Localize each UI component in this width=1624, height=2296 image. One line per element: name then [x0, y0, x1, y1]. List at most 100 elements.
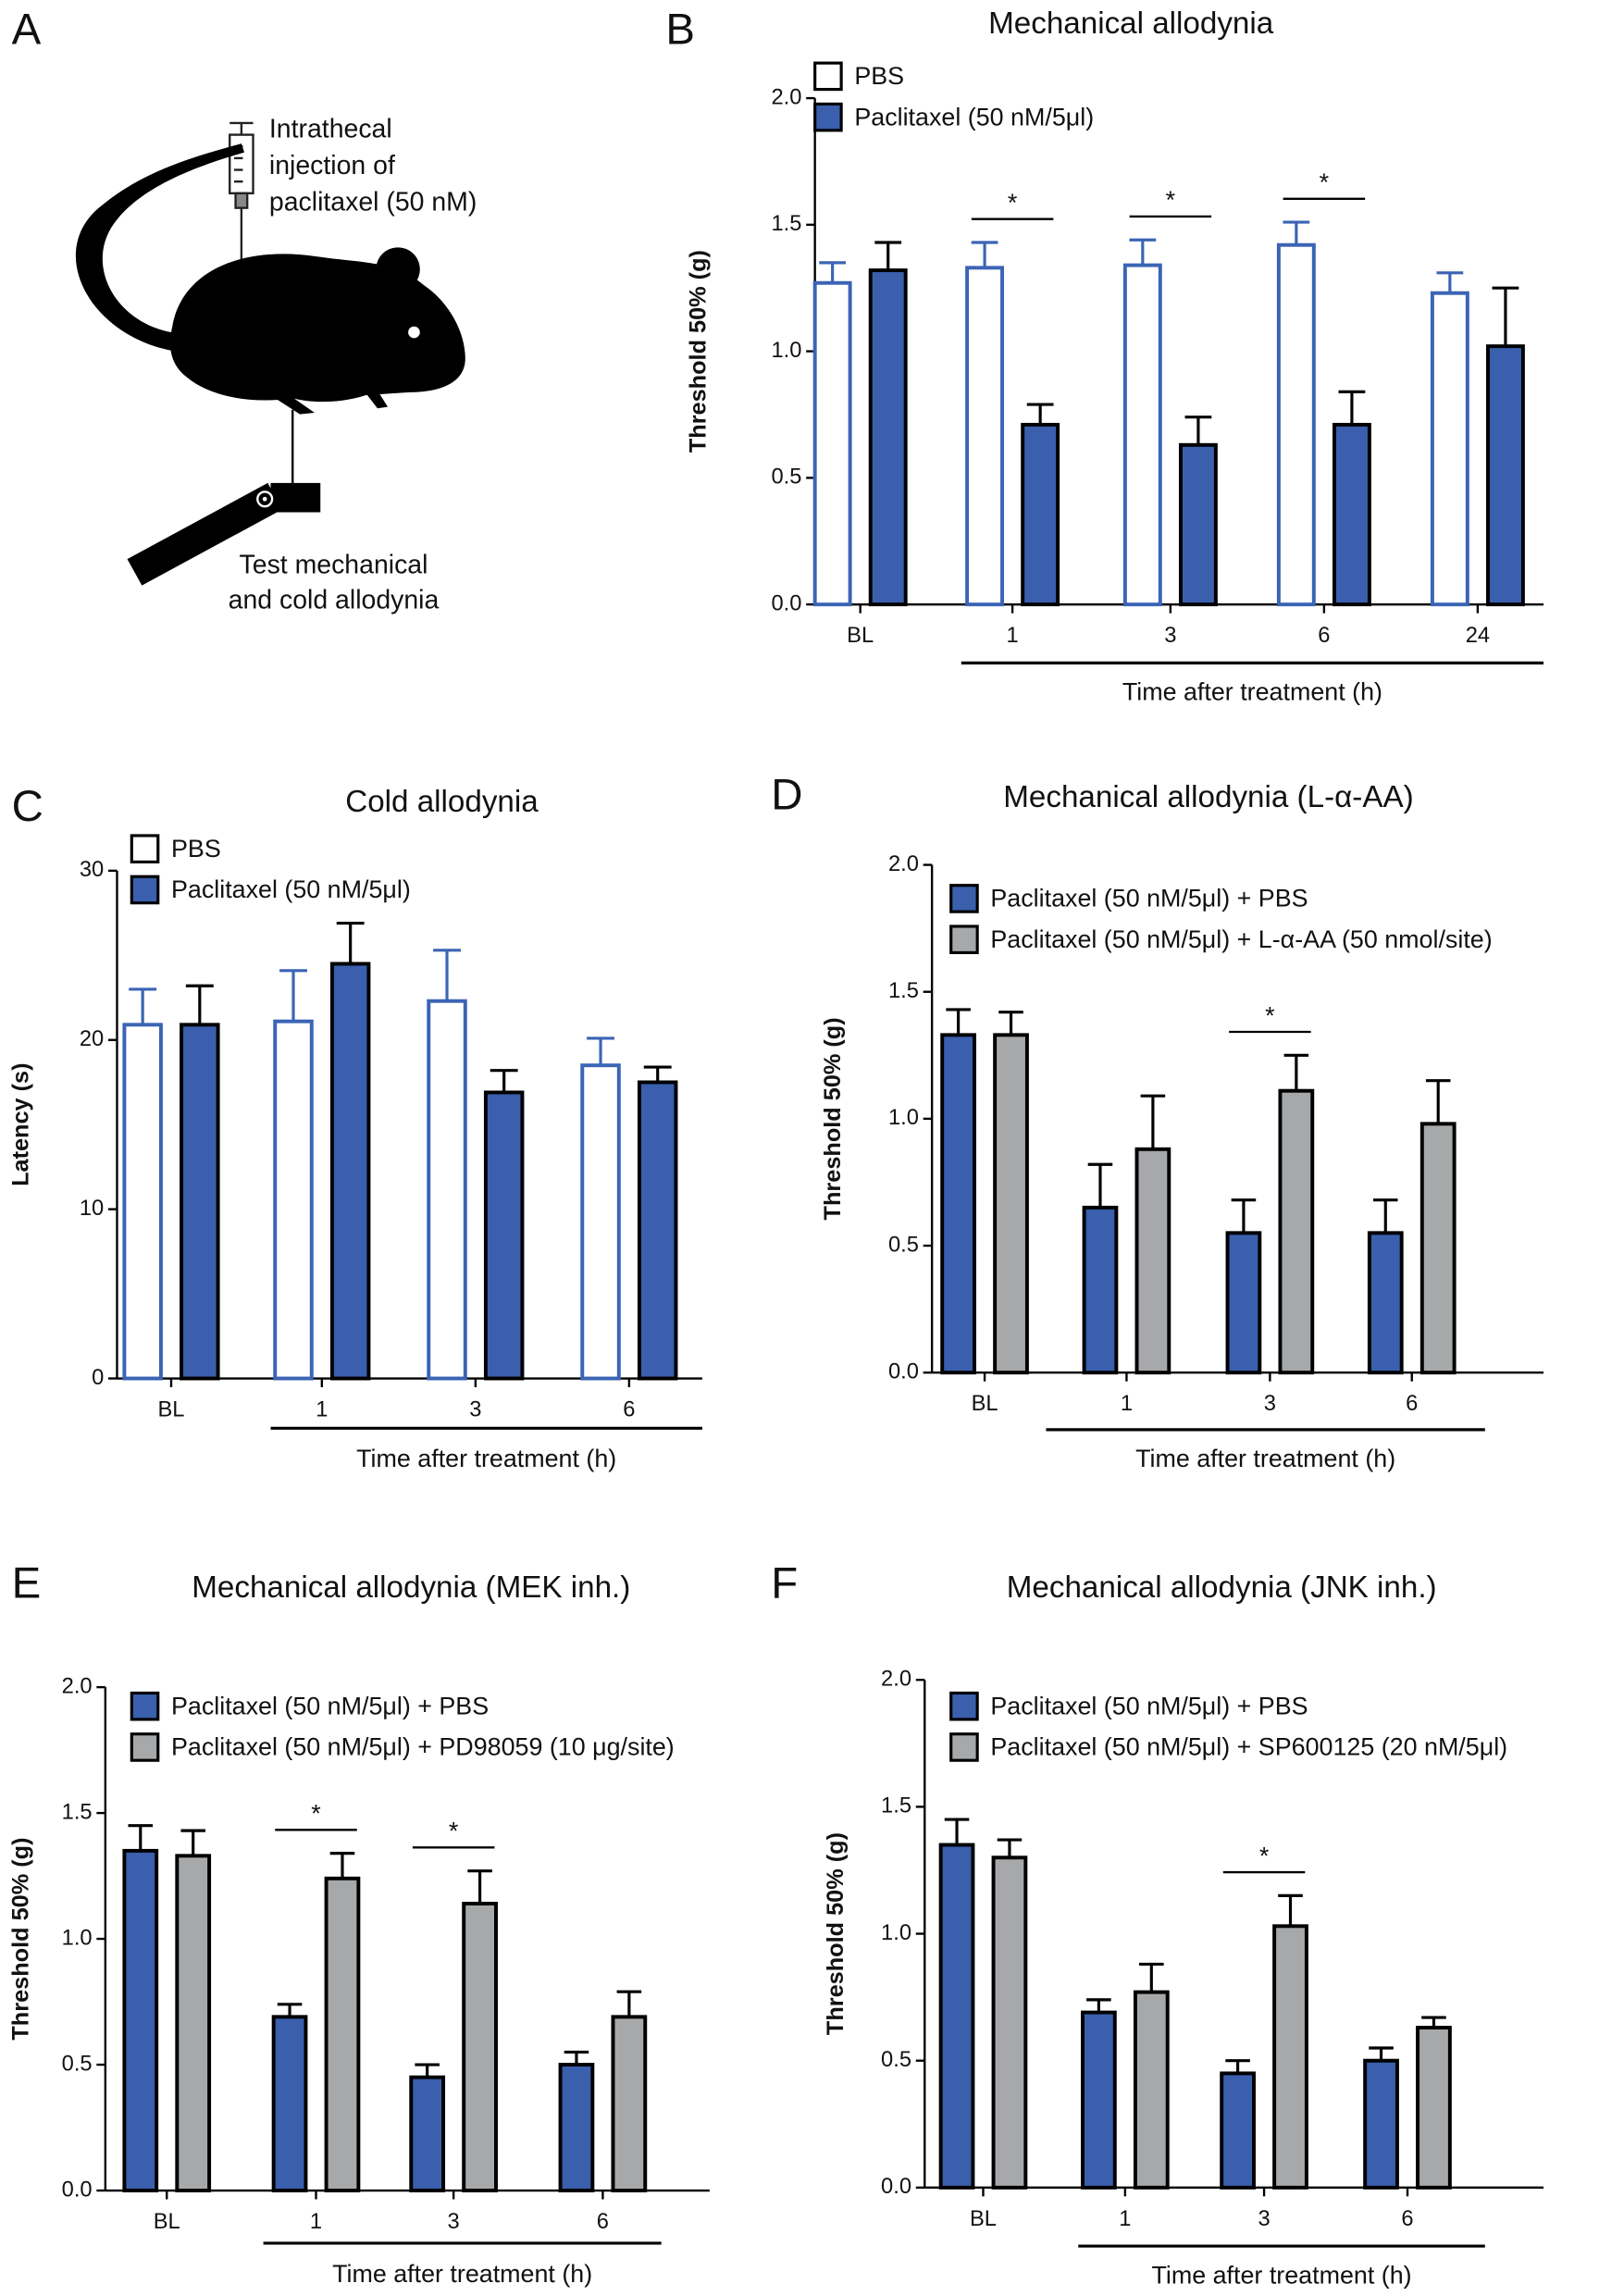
legend-label: Paclitaxel (50 nM/5μl) + PBS [171, 1692, 489, 1719]
x-tick-label: 6 [623, 1398, 635, 1422]
y-tick-label: 2.0 [881, 1667, 911, 1691]
significance-star: * [1166, 186, 1176, 214]
bar [611, 2015, 648, 2192]
bar [1485, 344, 1525, 607]
bar [1278, 1088, 1315, 1375]
x-tick-label: 3 [469, 1398, 481, 1422]
x-tick-label: BL [154, 2210, 180, 2234]
chart-title: Mechanical allodynia [988, 6, 1274, 41]
legend-swatch [130, 875, 160, 905]
chart-title: Mechanical allodynia (MEK inh.) [192, 1570, 630, 1605]
legend-swatch [813, 61, 843, 92]
bar [1225, 1231, 1262, 1375]
x-tick-label: BL [972, 1392, 998, 1416]
bar [1021, 422, 1060, 607]
legend-label: Paclitaxel (50 nM/5μl) [854, 103, 1094, 130]
x-axis-label: Time after treatment (h) [1122, 678, 1382, 706]
bar [1272, 1924, 1308, 2190]
chart-panel: D Mechanical allodynia (L-α-AA) Threshold … [771, 770, 1544, 1472]
x-tick-label: 1 [310, 2210, 322, 2234]
injection-text: paclitaxel (50 nM) [269, 187, 477, 217]
x-tick-label: 3 [448, 2210, 460, 2234]
legend-swatch [130, 1691, 160, 1721]
x-axis-label: Time after treatment (h) [332, 2260, 592, 2288]
bar [462, 1902, 498, 2192]
y-tick-label: 0.5 [881, 2048, 911, 2072]
bar [1178, 442, 1218, 607]
chart-panel: B Mechanical allodynia Threshold 50% (g) 0.… [665, 5, 1544, 706]
chart-title: Mechanical allodynia (JNK inh.) [1007, 1570, 1437, 1605]
significance-star: * [1259, 1842, 1270, 1869]
legend-swatch [130, 834, 160, 863]
legend-swatch [130, 1732, 160, 1762]
significance-star: * [1265, 1001, 1275, 1029]
y-tick-label: 0.0 [881, 2175, 911, 2199]
y-axis-label: Threshold 50% (g) [7, 1838, 33, 2041]
bar [1430, 291, 1469, 607]
bar [273, 1019, 314, 1381]
chart-title: Mechanical allodynia (L-α-AA) [1003, 780, 1413, 814]
y-tick-label: 0.0 [62, 2178, 93, 2202]
bar [1332, 422, 1371, 607]
legend-label: Paclitaxel (50 nM/5μl) + PD98059 (10 μg/… [171, 1733, 675, 1761]
test-text: and cold allodynia [229, 585, 440, 614]
x-tick-label: 1 [1119, 2207, 1131, 2231]
bar [122, 1023, 163, 1381]
y-tick-label: 0.0 [888, 1359, 919, 1384]
bar [271, 2015, 308, 2192]
panel-label: B [665, 5, 695, 54]
x-axis-label: Time after treatment (h) [1151, 2261, 1411, 2289]
x-tick-label: 6 [1406, 1392, 1418, 1416]
injection-text: Intrathecal [269, 114, 392, 143]
legend-swatch [949, 1691, 979, 1721]
bar [868, 268, 908, 607]
bar [122, 1848, 159, 2192]
y-tick-label: 0 [92, 1366, 104, 1390]
y-tick-label: 0.5 [771, 465, 801, 490]
panel-label: C [12, 782, 43, 831]
bar [409, 2075, 446, 2192]
legend-swatch [949, 1732, 979, 1762]
y-tick-label: 1.5 [771, 212, 801, 236]
bar [558, 2063, 595, 2192]
x-tick-label: BL [847, 624, 874, 648]
legend-swatch [813, 102, 843, 132]
legend-label: Paclitaxel (50 nM/5μl) + PBS [990, 885, 1308, 912]
y-tick-label: 1.5 [881, 1794, 911, 1818]
probe [127, 482, 321, 586]
bar [993, 1033, 1029, 1375]
y-tick-label: 1.0 [771, 339, 801, 363]
x-tick-label: BL [970, 2207, 997, 2231]
chart-panel: C Cold allodynia Latency (s) 0 10 20 30 BL 1 3 6 PB… [7, 782, 702, 1472]
y-tick-label: 10 [80, 1197, 104, 1221]
bar [324, 1876, 361, 2192]
y-tick-label: 20 [80, 1027, 104, 1051]
chart-title: Cold allodynia [345, 785, 539, 819]
y-tick-label: 1.0 [888, 1106, 919, 1130]
panel-label: E [12, 1559, 42, 1608]
legend-label: Paclitaxel (50 nM/5μl) + L-α-AA (50 nmol… [990, 925, 1492, 953]
legend-swatch [949, 925, 979, 955]
chart-panel: E Mechanical allodynia (MEK inh.) Threshol… [7, 1559, 710, 2288]
bar [1133, 1990, 1170, 2190]
x-tick-label: 24 [1466, 624, 1490, 648]
chart-panel: F Mechanical allodynia (JNK inh.) Threshol… [771, 1559, 1544, 2289]
legend-label: Paclitaxel (50 nM/5μl) + SP600125 (20 nM… [990, 1733, 1507, 1761]
panel-label: F [771, 1559, 798, 1608]
significance-star: * [1008, 189, 1018, 217]
bar [483, 1090, 525, 1381]
y-axis-label: Threshold 50% (g) [685, 250, 711, 453]
y-tick-label: 1.0 [881, 1921, 911, 1945]
y-tick-label: 1.5 [888, 979, 919, 1003]
bar [637, 1080, 678, 1381]
x-tick-label: 1 [1121, 1392, 1133, 1416]
legend-label: PBS [854, 62, 904, 90]
legend-label: PBS [171, 835, 221, 863]
significance-star: * [1320, 168, 1330, 196]
y-tick-label: 30 [80, 858, 104, 882]
bar [329, 962, 371, 1381]
bar [1082, 1205, 1119, 1375]
bar [1363, 2058, 1399, 2190]
bar [938, 1843, 975, 2190]
